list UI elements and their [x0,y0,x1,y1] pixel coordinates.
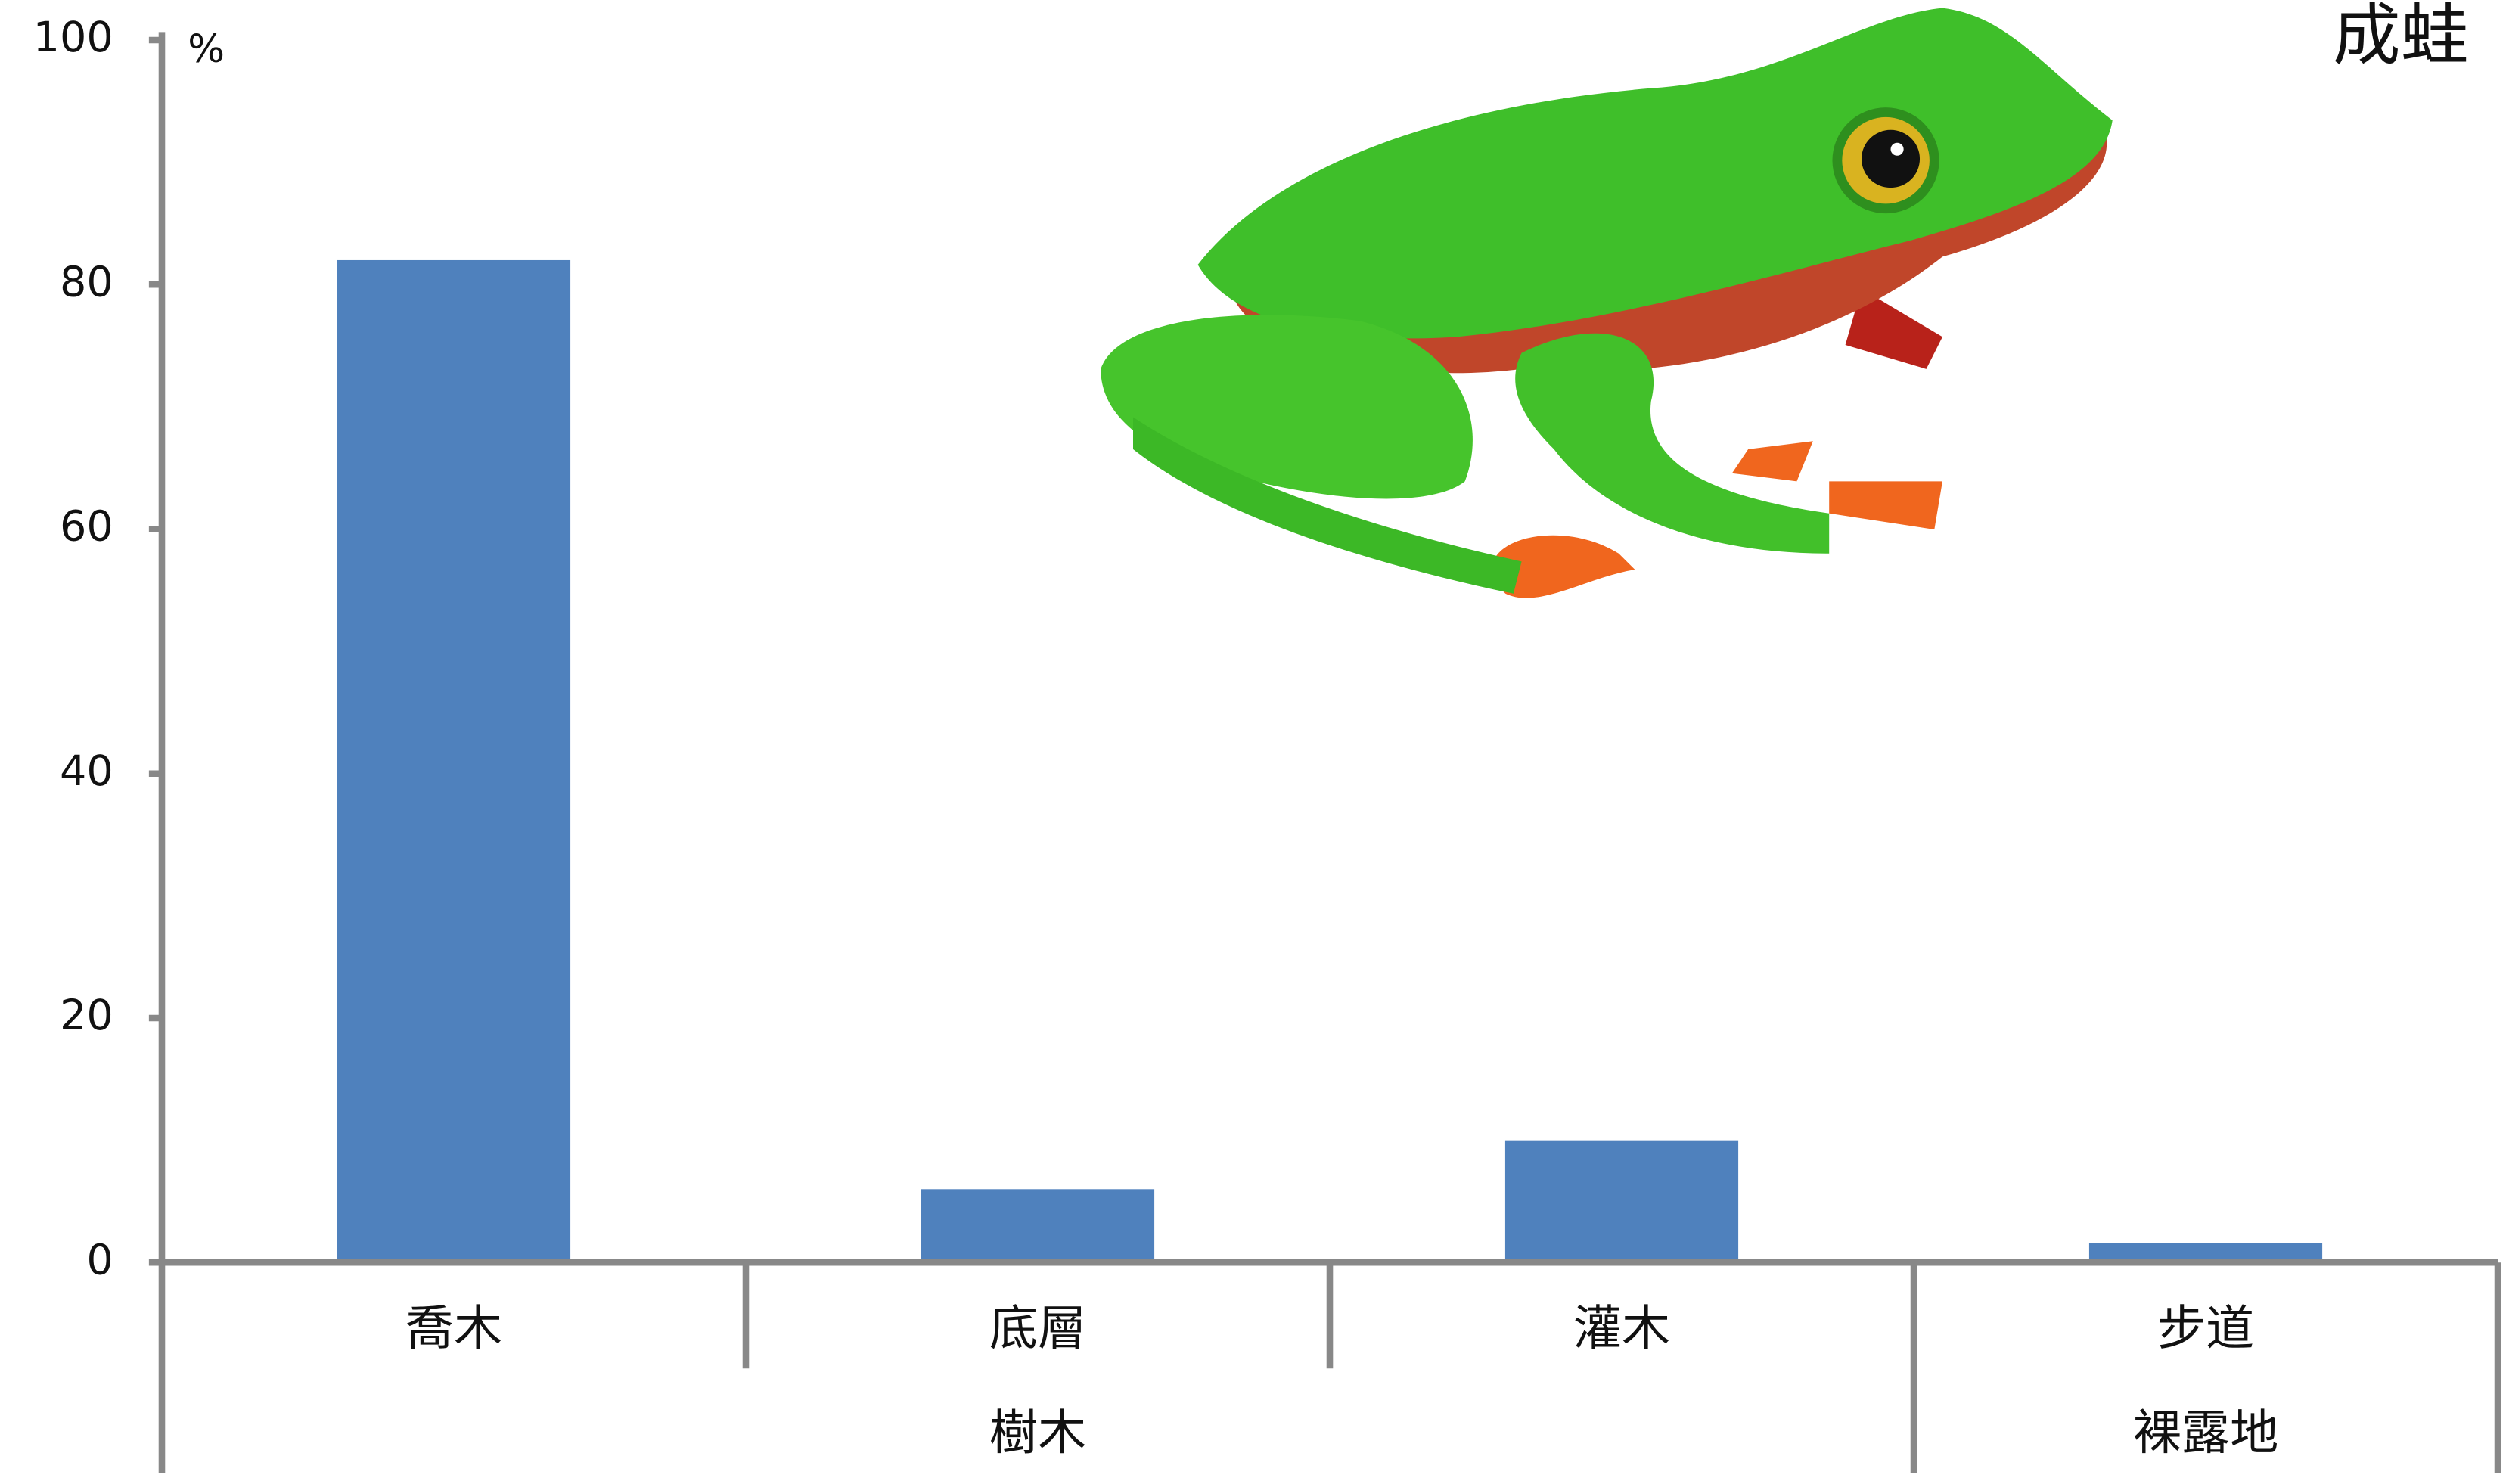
y-tick-label: 80 [60,259,113,307]
y-tick-label: 20 [60,992,113,1040]
y-tick-label: 40 [60,747,113,796]
bar [337,259,571,1263]
y-tick-label: 60 [60,503,113,551]
bar [2088,1243,2323,1263]
x-tick-label: 底層 [989,1301,1086,1357]
group-label: 裸露地 [2133,1405,2279,1461]
x-tick-label: 喬木 [405,1301,502,1357]
y-tick-label: 0 [86,1237,113,1285]
frog-illustration [1101,8,2113,598]
chart-title: 成蛙 [2333,0,2469,75]
group-label: 樹木 [989,1405,1086,1461]
bar [921,1189,1155,1263]
y-tick-label: 100 [33,14,113,62]
x-tick-label: 步道 [2157,1301,2254,1357]
bar [1504,1140,1739,1263]
x-tick-label: 灌木 [1573,1301,1670,1357]
y-unit: % [188,27,225,72]
